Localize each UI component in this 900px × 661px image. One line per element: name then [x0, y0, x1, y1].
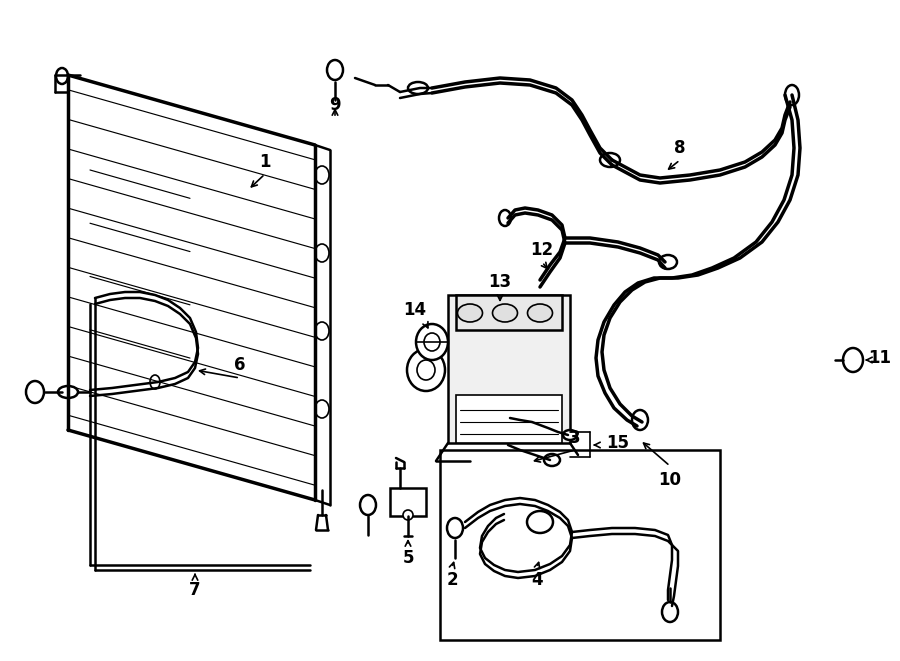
Text: 1: 1: [259, 153, 271, 171]
Bar: [456, 295, 562, 330]
Ellipse shape: [662, 602, 678, 622]
Ellipse shape: [417, 360, 435, 380]
Ellipse shape: [403, 510, 413, 520]
Ellipse shape: [315, 166, 329, 184]
Text: 8: 8: [674, 139, 686, 157]
Text: 3: 3: [569, 429, 580, 447]
Text: 13: 13: [489, 273, 511, 291]
Ellipse shape: [527, 304, 553, 322]
Ellipse shape: [416, 324, 448, 360]
Text: 15: 15: [607, 434, 629, 452]
Ellipse shape: [315, 244, 329, 262]
Text: 12: 12: [530, 241, 554, 259]
Ellipse shape: [424, 333, 440, 351]
Text: 10: 10: [659, 471, 681, 489]
Text: 11: 11: [868, 349, 892, 367]
Ellipse shape: [56, 68, 68, 84]
Ellipse shape: [843, 348, 863, 372]
Ellipse shape: [26, 381, 44, 403]
Bar: [456, 395, 562, 443]
Text: 4: 4: [531, 571, 543, 589]
Text: 7: 7: [189, 581, 201, 599]
Ellipse shape: [499, 210, 511, 226]
Text: 9: 9: [329, 96, 341, 114]
Text: 2: 2: [446, 571, 458, 589]
Ellipse shape: [785, 85, 799, 105]
Ellipse shape: [563, 430, 577, 440]
Bar: [448, 295, 570, 443]
Ellipse shape: [408, 82, 428, 94]
Ellipse shape: [544, 454, 560, 466]
Ellipse shape: [150, 375, 160, 389]
Ellipse shape: [632, 410, 648, 430]
Ellipse shape: [315, 322, 329, 340]
Ellipse shape: [600, 153, 620, 167]
Ellipse shape: [327, 60, 343, 80]
Ellipse shape: [58, 386, 78, 398]
Ellipse shape: [407, 349, 445, 391]
Text: 6: 6: [234, 356, 246, 374]
Ellipse shape: [315, 400, 329, 418]
Ellipse shape: [360, 495, 376, 515]
Text: 5: 5: [402, 549, 414, 567]
Bar: [390, 488, 426, 516]
Ellipse shape: [457, 304, 482, 322]
Text: 14: 14: [403, 301, 427, 319]
Ellipse shape: [447, 518, 463, 538]
Ellipse shape: [527, 511, 553, 533]
Bar: [440, 450, 720, 640]
Ellipse shape: [492, 304, 517, 322]
Ellipse shape: [659, 255, 677, 269]
